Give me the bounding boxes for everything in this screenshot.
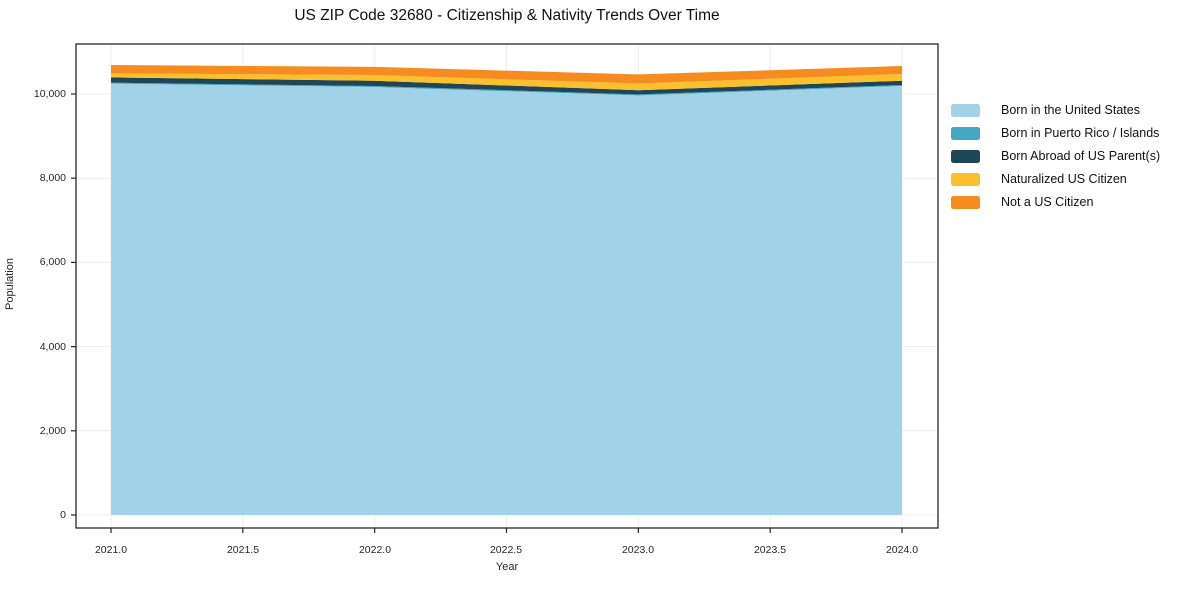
area-series-1 [111, 82, 902, 96]
legend-swatch [951, 149, 980, 163]
x-tick-label: 2023.5 [753, 544, 787, 556]
y-tick-label: 2,000 [39, 425, 66, 437]
x-tick-label: 2021.0 [94, 544, 128, 556]
x-tick-label: 2022.0 [358, 544, 392, 556]
x-tick-label: 2024.0 [885, 544, 919, 556]
x-axis-label: Year [495, 561, 519, 573]
legend-label: Naturalized US Citizen [1001, 172, 1127, 186]
chart-title: US ZIP Code 32680 - Citizenship & Nativi… [294, 7, 720, 24]
legend-swatch [951, 195, 980, 209]
y-tick-label: 0 [60, 509, 66, 521]
legend-item: Born in Puerto Rico / Islands [951, 126, 1160, 140]
x-tick-label: 2022.5 [489, 544, 523, 556]
legend-swatch [951, 172, 980, 186]
area-series-4 [111, 64, 902, 84]
legend-label: Not a US Citizen [1001, 195, 1094, 209]
legend-swatch [951, 126, 980, 140]
legend-item: Not a US Citizen [951, 195, 1160, 209]
legend-label: Born in Puerto Rico / Islands [1001, 126, 1160, 140]
legend-label: Born in the United States [1001, 103, 1140, 117]
legend-item: Born in the United States [951, 103, 1160, 117]
x-tick-label: 2023.0 [621, 544, 655, 556]
y-tick-label: 4,000 [39, 341, 66, 353]
legend-item: Born Abroad of US Parent(s) [951, 149, 1160, 163]
area-series-2 [111, 77, 902, 95]
legend: Born in the United States Born in Puerto… [951, 103, 1160, 209]
legend-swatch [951, 103, 980, 117]
x-tick-label: 2021.5 [226, 544, 260, 556]
legend-item: Naturalized US Citizen [951, 172, 1160, 186]
y-tick-label: 10,000 [33, 88, 66, 100]
area-series-3 [111, 73, 902, 91]
y-tick-label: 8,000 [39, 172, 66, 184]
area-series-0 [111, 83, 902, 516]
legend-label: Born Abroad of US Parent(s) [1001, 149, 1161, 163]
y-tick-label: 6,000 [39, 256, 66, 268]
